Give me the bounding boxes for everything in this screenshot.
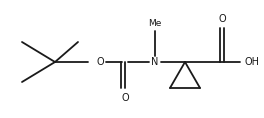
Text: O: O xyxy=(121,93,129,103)
Text: N: N xyxy=(151,57,159,67)
Text: O: O xyxy=(218,14,226,24)
Text: O: O xyxy=(96,57,104,67)
Text: OH: OH xyxy=(244,57,260,67)
Text: Me: Me xyxy=(148,19,162,27)
